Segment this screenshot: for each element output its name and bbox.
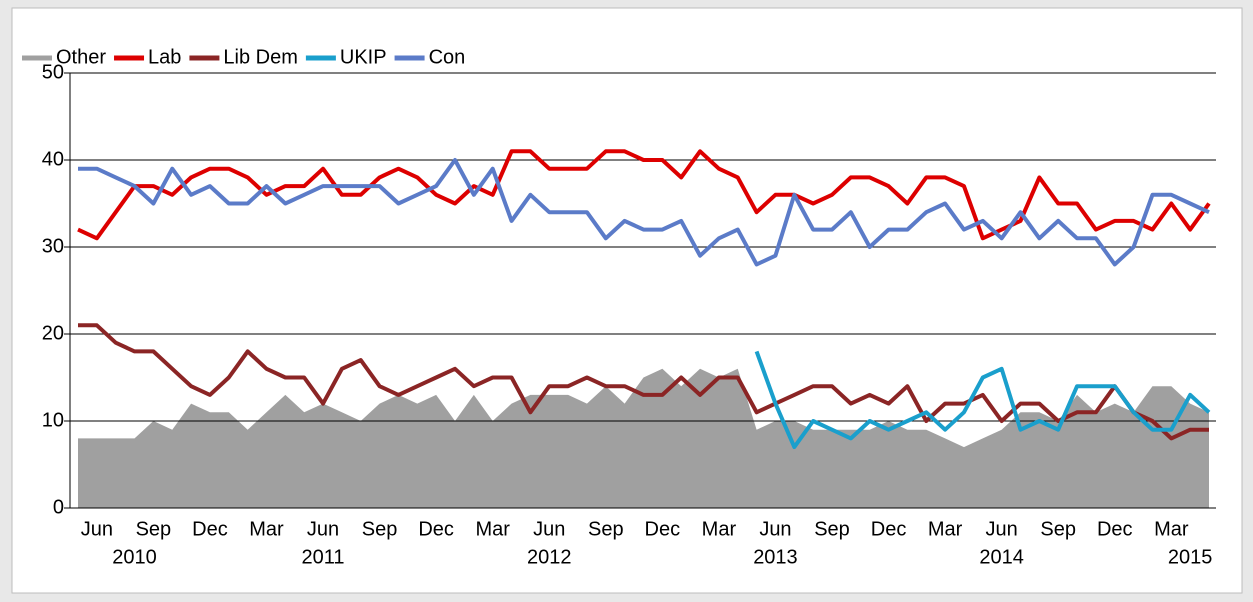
x-tick-label: Mar [702,518,737,540]
x-tick-label: Dec [1097,518,1133,540]
x-year-label: 2015 [1168,546,1213,568]
y-tick-label: 40 [42,148,64,170]
x-tick-label: Dec [192,518,228,540]
legend-label: Con [429,46,466,68]
legend-label: Lib Dem [223,46,297,68]
x-tick-label: Jun [533,518,565,540]
y-tick-label: 30 [42,235,64,257]
x-tick-label: Sep [136,518,172,540]
x-year-label: 2010 [112,546,157,568]
legend-label: Lab [148,46,181,68]
line [78,323,1209,441]
y-tick-label: 10 [42,409,64,431]
x-tick-label: Jun [986,518,1018,540]
legend-label: UKIP [340,46,387,68]
y-tick-label: 20 [42,322,64,344]
area [78,368,1209,508]
x-tick-label: Sep [362,518,398,540]
x-tick-label: Dec [645,518,681,540]
y-tick-label: 0 [53,496,64,518]
y-tick-label: 50 [42,61,64,83]
x-tick-label: Sep [814,518,850,540]
line [78,158,1210,267]
x-year-label: 2013 [753,546,798,568]
line [754,350,1211,450]
x-tick-label: Mar [1154,518,1189,540]
x-tick-label: Jun [81,518,113,540]
x-tick-label: Mar [249,518,284,540]
x-tick-label: Mar [928,518,963,540]
x-tick-label: Sep [1040,518,1076,540]
x-year-label: 2011 [302,546,345,568]
x-tick-label: Jun [307,518,339,540]
x-tick-label: Dec [871,518,907,540]
x-tick-label: Mar [475,518,510,540]
x-tick-label: Sep [588,518,624,540]
x-tick-label: Jun [759,518,791,540]
x-year-label: 2012 [527,546,572,568]
legend-label: Other [56,46,106,68]
line [77,149,1211,241]
x-year-label: 2014 [979,546,1024,568]
x-tick-label: Dec [418,518,454,540]
